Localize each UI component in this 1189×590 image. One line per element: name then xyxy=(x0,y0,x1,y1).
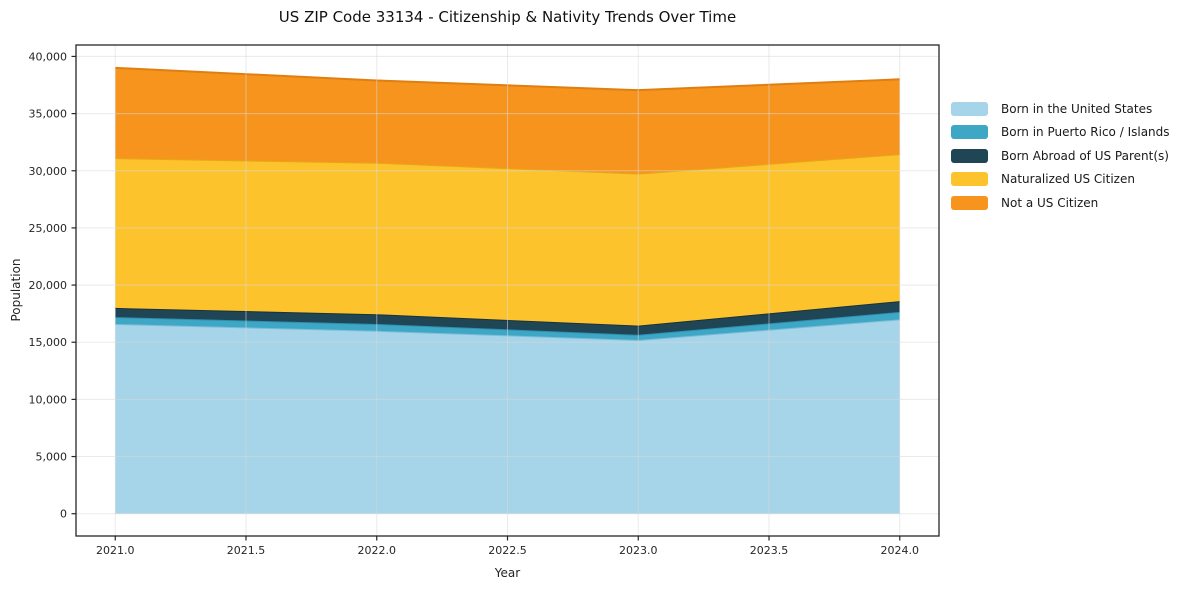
legend-item-not-a-us-citizen: Not a US Citizen xyxy=(951,195,1170,210)
legend-label: Born in Puerto Rico / Islands xyxy=(1001,125,1170,140)
y-tick-label: 25,000 xyxy=(29,222,68,235)
x-axis-label: Year xyxy=(494,566,521,580)
x-tick-label: 2021.0 xyxy=(96,544,135,557)
area-born-in-puerto-rico-islands xyxy=(115,311,900,340)
x-tick-label: 2023.5 xyxy=(750,544,789,557)
legend-swatch-icon xyxy=(951,102,988,116)
y-tick-label: 5,000 xyxy=(36,451,68,464)
legend-label: Born in the United States xyxy=(1001,102,1153,116)
legend-label: Naturalized US Citizen xyxy=(1001,172,1135,187)
legend-swatch-icon xyxy=(951,148,988,163)
legend-swatch-icon xyxy=(951,195,988,210)
x-tick-label: 2022.5 xyxy=(488,544,527,557)
y-tick-label: 10,000 xyxy=(29,393,68,406)
y-tick-label: 30,000 xyxy=(29,165,68,178)
legend-item-born-abroad-of-us-parent-s: Born Abroad of US Parent(s) xyxy=(951,148,1170,163)
chart-title: US ZIP Code 33134 - Citizenship & Nativi… xyxy=(278,8,737,26)
y-tick-label: 35,000 xyxy=(29,108,68,121)
y-tick-label: 0 xyxy=(60,508,67,521)
legend: Born in the United States Born in Puerto … xyxy=(951,102,1170,219)
x-tick-label: 2023.0 xyxy=(619,544,658,557)
area-born-abroad-of-us-parent-s xyxy=(115,301,900,335)
x-tick-label: 2024.0 xyxy=(881,544,920,557)
y-tick-label: 15,000 xyxy=(29,336,68,349)
legend-item-born-in-the-united-states: Born in the United States xyxy=(951,102,1170,116)
legend-item-born-in-puerto-rico-islands: Born in Puerto Rico / Islands xyxy=(951,125,1170,140)
x-tick-label: 2022.0 xyxy=(357,544,396,557)
legend-item-naturalized-us-citizen: Naturalized US Citizen xyxy=(951,172,1170,187)
legend-swatch-icon xyxy=(951,125,988,140)
legend-swatch-icon xyxy=(951,172,988,187)
legend-label: Not a US Citizen xyxy=(1001,195,1099,210)
y-tick-label: 20,000 xyxy=(29,279,68,292)
x-tick-label: 2021.5 xyxy=(227,544,266,557)
y-tick-label: 40,000 xyxy=(29,50,68,63)
legend-label: Born Abroad of US Parent(s) xyxy=(1001,148,1169,163)
